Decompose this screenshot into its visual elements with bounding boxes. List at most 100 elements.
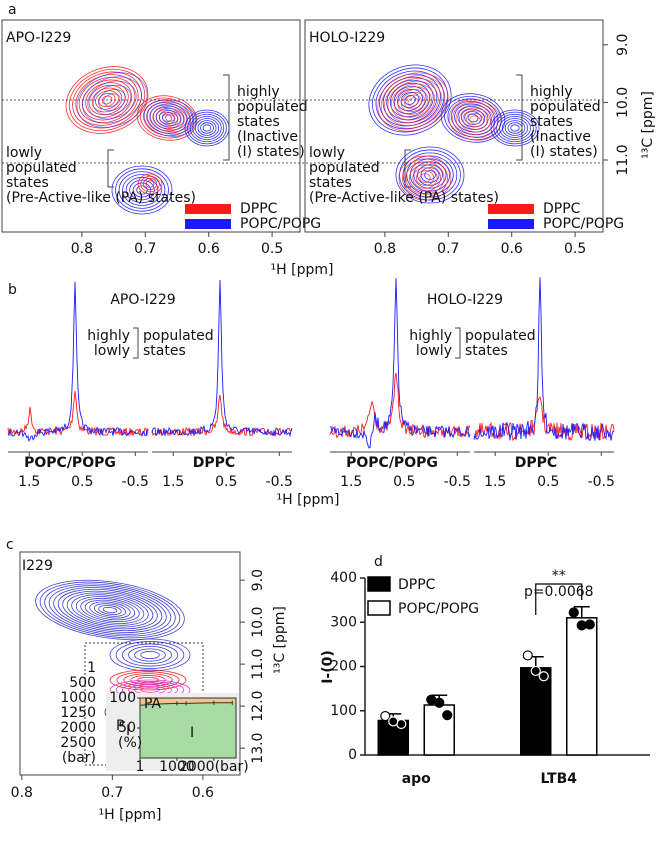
legend-swatch [488, 204, 534, 214]
contour-line [404, 94, 422, 110]
contour-line [402, 152, 458, 198]
contour-line [68, 68, 146, 132]
contour-line [387, 80, 439, 124]
contour-line [95, 90, 119, 110]
data-point [434, 697, 445, 708]
plot-title: HOLO-I229 [309, 30, 385, 46]
bar [566, 617, 598, 756]
contour-line [139, 97, 195, 139]
contour-line [109, 669, 187, 691]
bracket [404, 149, 411, 188]
contour-line [85, 82, 129, 118]
annotation: highly [237, 84, 280, 100]
contour-line [84, 599, 136, 621]
contour-line [464, 111, 482, 125]
contour-line [200, 122, 214, 134]
y-tick-label: 9.0 [615, 34, 631, 56]
contour-line [65, 66, 149, 134]
contour-line [407, 97, 419, 107]
y-axis-label: ¹³C [ppm] [640, 91, 656, 159]
x-tick-label: 1.5 [484, 474, 506, 490]
x-tick-label: 0.7 [101, 785, 123, 801]
contour-line [115, 641, 185, 669]
legend-label: DPPC [398, 577, 436, 593]
annotation: states [530, 114, 573, 130]
legend-label: states [143, 343, 186, 359]
contour-line [44, 583, 176, 637]
spectrum-trace [7, 281, 149, 443]
contour-line [103, 93, 121, 107]
legend-swatch [185, 204, 231, 214]
contour-line [87, 80, 137, 120]
x-tick-label: 0.5 [71, 474, 93, 490]
data-point [568, 607, 579, 618]
contour-line [66, 592, 154, 628]
plot-frame [19, 551, 241, 776]
contour-line [457, 106, 489, 130]
data-point [388, 716, 399, 727]
contour-line [192, 115, 222, 141]
bracket [107, 149, 114, 188]
contour-line [408, 164, 441, 192]
legend-label: POPC/POPG [398, 601, 479, 617]
contour-line [499, 115, 531, 141]
spectrum-trace [473, 277, 615, 442]
inset-y-tick-label: 50 [118, 720, 136, 736]
contour-line [394, 86, 432, 118]
annotation: populated [309, 160, 380, 176]
y-axis-label: ¹³C [ppm] [272, 606, 288, 674]
region-label: PA [144, 696, 162, 712]
x-tick-label: apo [402, 771, 431, 787]
annotation: ** [552, 568, 566, 584]
contour-line [136, 185, 148, 195]
x-tick-label: 0.8 [71, 241, 93, 257]
contour-line [146, 101, 194, 135]
plot-title: I229 [22, 558, 53, 574]
annotation: (Pre-Active-like (PA) states) [6, 190, 196, 206]
legend-label: 1 [87, 660, 96, 676]
spectrum-trace [151, 279, 293, 438]
contour-line [122, 174, 162, 206]
contour-line [158, 110, 182, 126]
contour-line [115, 168, 169, 212]
y-tick-label: 200 [330, 659, 357, 675]
contour-line [53, 587, 167, 633]
spectrum-trace [7, 390, 149, 437]
x-tick-label: 0.7 [134, 241, 156, 257]
contour-line [496, 113, 534, 143]
legend-swatch [367, 600, 391, 616]
x-tick-label: 0.5 [564, 241, 586, 257]
contour-line [194, 118, 220, 138]
annotation: lowly [6, 145, 42, 161]
significance-bracket [535, 583, 583, 615]
legend-label: highly [87, 328, 130, 344]
annotation: populated [237, 99, 308, 115]
contour-line [143, 99, 197, 137]
y-axis-label: I-(0) [320, 650, 336, 684]
legend-label: 2000 [60, 720, 96, 736]
contour-line [92, 84, 132, 116]
x-tick-label: 1.5 [18, 474, 40, 490]
contour-line [465, 112, 485, 128]
plot-frame [304, 19, 604, 233]
inset-y-label-sub: I [126, 723, 130, 739]
plot-title: APO-I229 [6, 30, 71, 46]
contour-line [405, 161, 445, 195]
annotation: lowly [309, 145, 345, 161]
y-tick-label: 100 [330, 703, 357, 719]
contour-line [460, 108, 486, 128]
annotation: (I) states) [530, 144, 598, 160]
x-tick-label: 0.7 [437, 241, 459, 257]
contour-line [397, 89, 429, 115]
contour-line [440, 93, 506, 143]
contour-line [134, 648, 166, 662]
contour-line [455, 104, 495, 136]
y-tick-label: 10.0 [615, 87, 631, 118]
subplot-label: POPC/POPG [24, 455, 116, 471]
annotation: (Inactive [237, 129, 298, 145]
y-tick-label: 9.0 [250, 569, 266, 591]
x-tick-label: -0.5 [266, 474, 293, 490]
contour-line [459, 107, 491, 133]
y-tick-label: 400 [330, 570, 357, 586]
data-point [576, 620, 587, 631]
